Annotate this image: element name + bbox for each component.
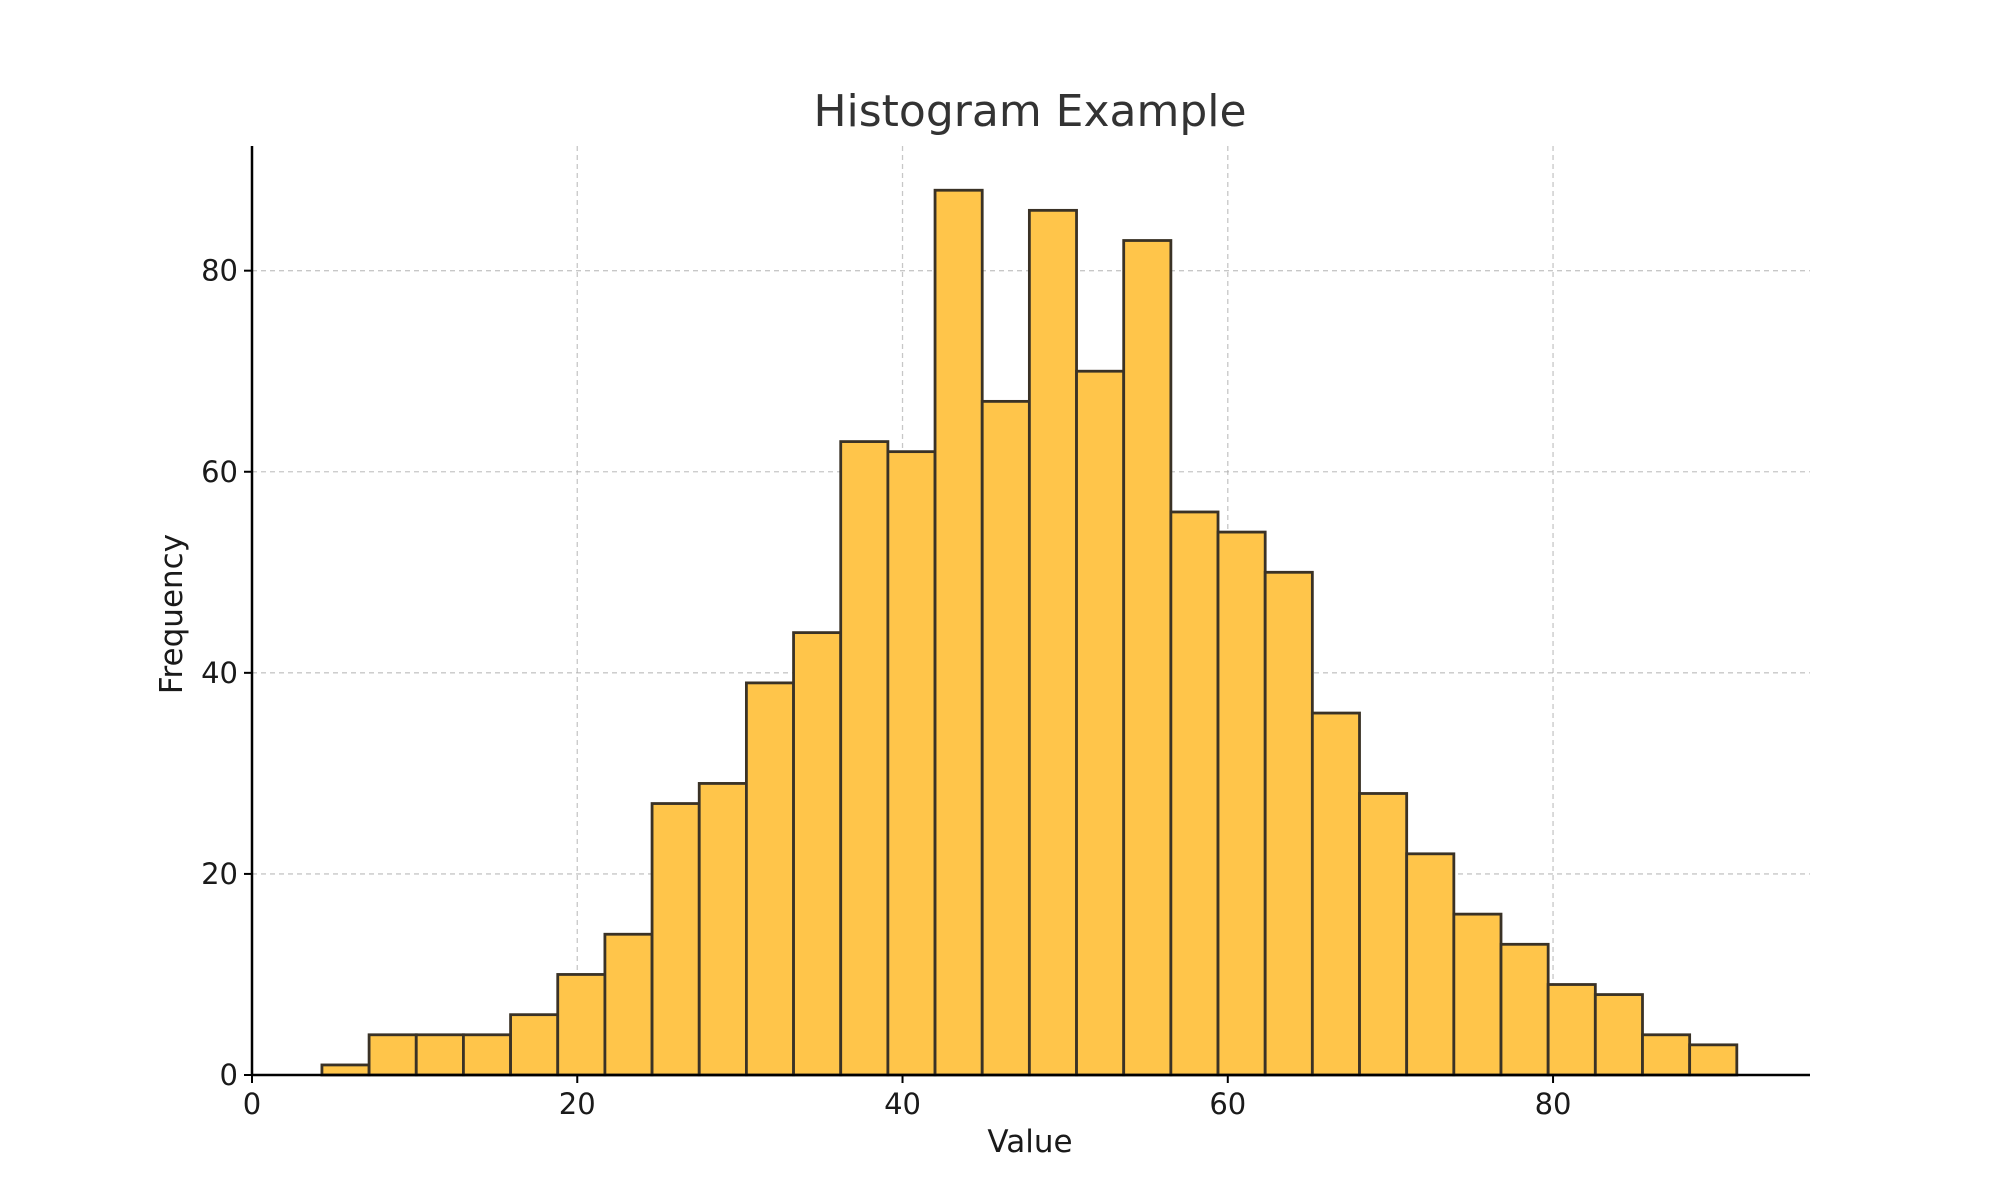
histogram-bar — [509, 1013, 560, 1077]
histogram-bar — [414, 1033, 465, 1077]
y-tick-label: 40 — [201, 656, 238, 690]
histogram-bar — [1688, 1043, 1739, 1077]
x-axis-title: Value — [987, 1124, 1072, 1160]
y-tick-label: 20 — [201, 857, 238, 891]
histogram-bar — [367, 1033, 418, 1077]
chart-title: Histogram Example — [813, 86, 1246, 137]
histogram-bar — [980, 399, 1031, 1077]
histogram-bar — [1122, 239, 1173, 1077]
x-tick-label: 0 — [243, 1087, 261, 1121]
histogram-bar — [1216, 530, 1267, 1077]
x-tick-label: 40 — [884, 1087, 921, 1121]
histogram-bar — [1075, 369, 1126, 1077]
y-tick-label: 80 — [201, 254, 238, 288]
histogram-bar — [1499, 942, 1550, 1077]
histogram-bar — [1169, 510, 1220, 1077]
y-tick-label: 60 — [201, 455, 238, 489]
histogram-bar — [886, 450, 937, 1077]
axes — [250, 146, 1810, 1077]
axis-ticks: 0 20 40 60 80 0 20 40 60 80 — [201, 254, 1571, 1121]
x-tick-label: 20 — [559, 1087, 596, 1121]
histogram-bar — [744, 681, 795, 1077]
histogram-bar — [650, 802, 701, 1077]
histogram-bar — [1452, 912, 1503, 1077]
histogram-bar — [1641, 1033, 1692, 1077]
histogram-bar — [839, 440, 890, 1077]
histogram-bar — [1358, 792, 1409, 1077]
y-axis-title: Frequency — [154, 534, 190, 694]
histogram-bar — [462, 1033, 512, 1077]
histogram-bar — [603, 932, 654, 1077]
histogram-bar — [1405, 852, 1456, 1077]
histogram-bar — [697, 782, 748, 1077]
histogram-bar — [933, 188, 984, 1077]
histogram-bar — [1310, 711, 1361, 1077]
histogram-bar — [1546, 983, 1597, 1077]
histogram-bar — [792, 631, 843, 1077]
histogram-bar — [320, 1063, 371, 1077]
x-tick-label: 60 — [1209, 1087, 1246, 1121]
histogram-bar — [1027, 208, 1078, 1077]
histogram-bars — [320, 188, 1739, 1077]
histogram-bar — [556, 973, 607, 1077]
histogram-bar — [1593, 993, 1644, 1077]
histogram-bar — [1263, 570, 1314, 1077]
y-tick-label: 0 — [220, 1058, 238, 1092]
x-tick-label: 80 — [1535, 1087, 1572, 1121]
